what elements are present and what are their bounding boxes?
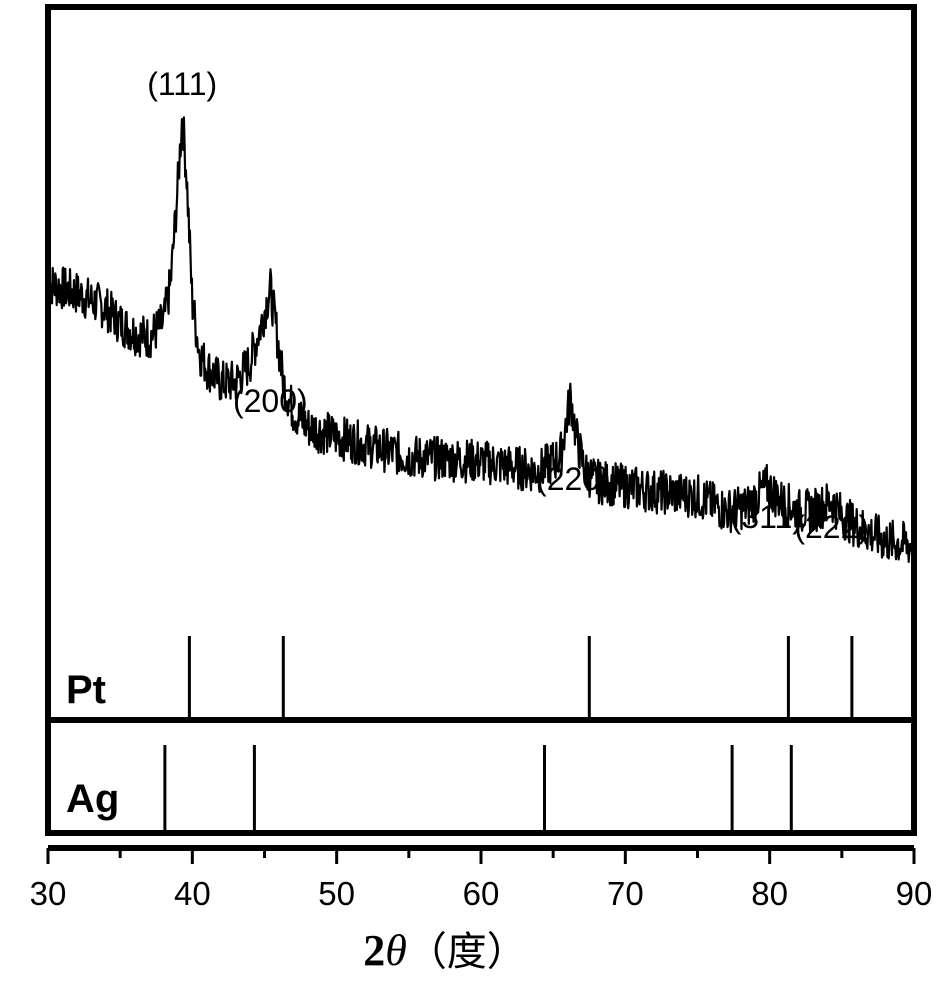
- x-tick-label: 80: [751, 875, 788, 912]
- peak-label-311: (311): [731, 499, 803, 535]
- peak-label-111: (111): [147, 66, 217, 102]
- reference-lines: [165, 636, 852, 830]
- x-tick-label: 90: [896, 875, 933, 912]
- x-axis-title-number: 2: [363, 926, 385, 975]
- x-tick-label: 40: [174, 875, 211, 912]
- x-tick-label: 50: [318, 875, 355, 912]
- ag-label: Ag: [66, 777, 119, 821]
- x-tick-label: 60: [463, 875, 500, 912]
- peak-label-220: (220): [536, 461, 611, 497]
- x-tick-label: 70: [607, 875, 644, 912]
- x-axis-title-symbol: θ: [385, 926, 407, 975]
- peak-label-200: (200): [233, 383, 308, 419]
- x-axis-title: 2θ（度）: [363, 926, 527, 975]
- xrd-pattern-line: [48, 117, 914, 562]
- x-axis-ticks: 30 40 50 60 70 80 90: [30, 848, 933, 912]
- peak-label-222: (222): [794, 509, 869, 545]
- pt-label: Pt: [66, 668, 106, 712]
- x-tick-label: 30: [30, 875, 67, 912]
- main-plot-frame: [48, 7, 914, 720]
- ag-panel-frame: [48, 720, 914, 833]
- x-axis-title-unit: （度）: [407, 929, 527, 975]
